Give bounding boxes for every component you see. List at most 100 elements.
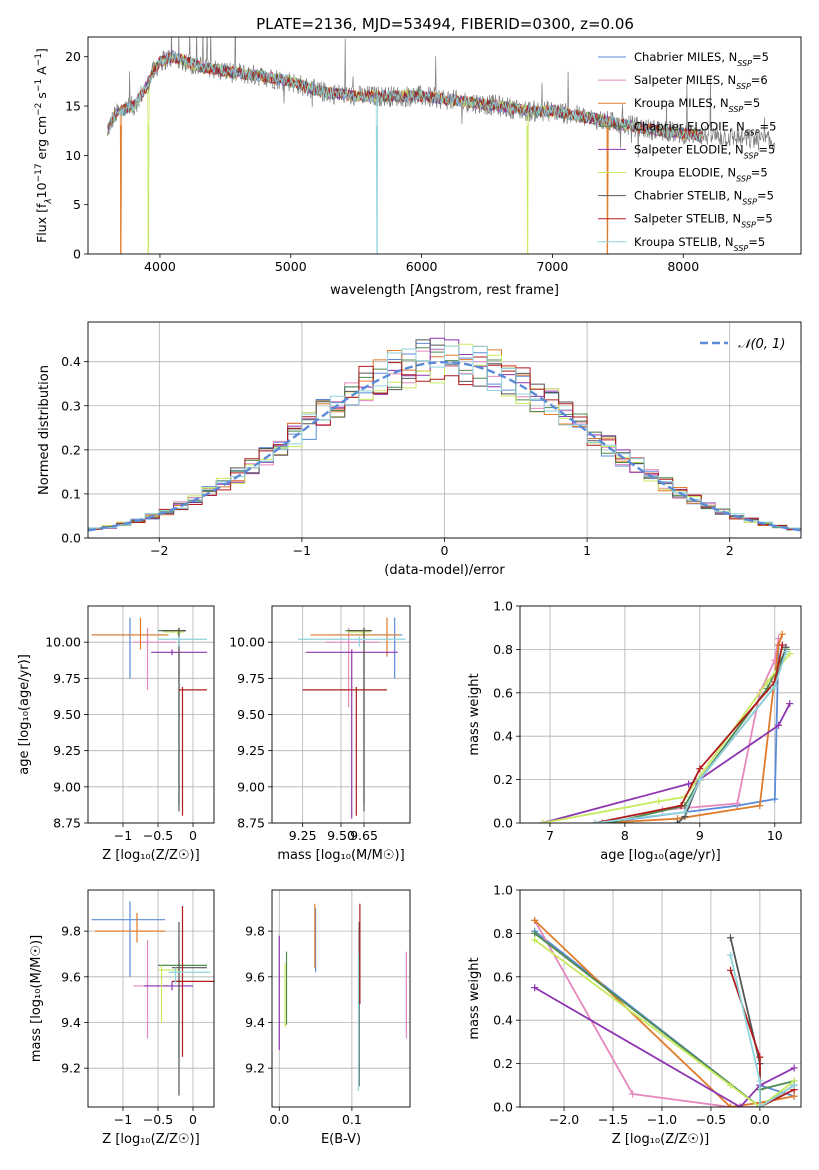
residuals-ytick-label: 0.2 [61,442,81,457]
age_vs_Z-ytick-label: 10.00 [45,635,81,650]
weight_vs_age-plot-area [538,630,794,823]
weight_vs_Z-marker-salpeter_elodie [736,1103,744,1107]
mass_vs_Z-axes: −1 −0.5 0 9.2 9.4 9.6 9.8 Z [log₁₀(Z/Z☉)] mass [… [29,889,215,1147]
residuals-xtick-label: −1 [293,543,311,558]
spectrum-legend-entry: Salpeter ELODIE, NSSP=5 [634,142,775,160]
weight_vs_Z-xtick-label: −1.5 [598,1112,628,1127]
residuals-xtick-label: −2 [150,543,168,558]
weight_vs_Z-marker-kroupa_elodie [531,936,539,944]
spectrum-legend-entry: Chabrier STELIB, NSSP=5 [634,189,774,207]
spectrum-legend-sub: SSP [736,174,751,183]
mass_vs_Z-ytick-label: 9.8 [61,924,81,939]
weight_vs_age-marker-salpeter_elodie [685,780,693,788]
spectrum-legend-eq: =5 [751,166,768,180]
weight_vs_age-xlabel: age [log₁₀(age/yr)] [600,848,721,863]
weight_vs_age-marker-kroupa_miles [778,630,786,638]
mass_vs_EBV-ytick-label: 9.6 [245,969,265,984]
weight_vs_age-marker-salpeter_stelib [696,765,704,773]
residuals-axes: −2 −1 0 1 2 0.0 0.1 0.2 0.3 0.4 (data-model)/error… [37,321,802,578]
spectrum-ytick-label: 0 [73,247,81,262]
spectrum-legend-eq: =5 [752,50,769,64]
weight_vs_age-marker-kroupa_stelib [696,776,704,784]
spectrum-model-kroupa_stelib [107,51,703,254]
weight_vs_Z-line-salpeter_miles [533,919,760,1107]
spectrum-xtick-label: 5000 [275,259,307,274]
weight_vs_Z-xtick-label: −0.5 [696,1112,726,1127]
spectrum-legend-label: Chabrier ELODIE, N [634,119,745,133]
mass_vs_EBV-xtick-label: 0.0 [269,1112,289,1127]
spectrum-legend-label: Chabrier STELIB, N [634,189,742,203]
spectrum-ylabel-part: A [34,66,49,79]
spectrum-ylabel-part: −2 [34,103,44,116]
age_vs_Z-xtick-label: −0.5 [143,828,173,843]
spectrum-ylabel-part: λ [44,198,54,204]
spectrum-frame [87,36,802,255]
mass_vs_Z-ylabel: mass [log₁₀(M/M☉)] [29,935,44,1062]
spectrum-ylabel-part: −17 [34,163,44,182]
age_vs_Z-xtick-label: 0 [189,828,197,843]
spectrum-ylabel: Flux [fλ10−17 erg cm−2 s−1 A−1] [34,48,54,243]
weight_vs_Z-marker-salpeter_miles [629,1090,637,1098]
age_vs_Z-axes: −1 −0.5 0 8.75 9.00 9.25 9.50 9.75 10.00 Z [log₁₀… [17,605,215,863]
weight_vs_Z-marker-salpeter_stelib [727,966,735,974]
age_vs_Z-ytick-label: 9.50 [53,707,81,722]
age_vs_mass-ytick-label: 10.00 [229,635,265,650]
age_vs_mass-ytick-label: 9.00 [237,779,265,794]
weight_vs_Z-marker-chabrier_stelib [727,934,735,942]
spectrum-legend-eq: =5 [756,212,773,226]
weight_vs_age-marker-salpeter_elodie [786,700,794,708]
age_vs_Z-ytick-label: 9.75 [53,671,81,686]
weight_vs_Z-ytick-label: 0.6 [493,969,513,984]
residuals-ytick-label: 0.3 [61,398,81,413]
weight_vs_age-xtick-label: 9 [696,828,704,843]
mass_vs_EBV-ytick-label: 9.4 [245,1015,265,1030]
spectrum-legend-sub: SSP [734,243,749,252]
spectrum-xlabel: wavelength [Angstrom, rest frame] [330,283,559,298]
spectrum-axes: 4000 5000 6000 7000 8000 0 5 10 15 20 wavelength [… [34,36,802,298]
residuals-xlabel: (data-model)/error [384,563,505,578]
weight_vs_Z-marker-kroupa_stelib [756,1077,764,1085]
weight_vs_Z-xlabel: Z [log₁₀(Z/Z☉)] [612,1132,709,1147]
age_vs_mass-axes: 9.25 9.509.658.759.009.259.509.7510.00mas… [229,605,411,863]
age_vs_mass-plot-area [298,617,406,819]
spectrum-ytick-label: 10 [65,148,81,163]
age_vs_Z-ytick-label: 9.00 [53,779,81,794]
spectrum-ylabel-part: −1 [34,53,44,66]
weight_vs_Z-marker-kroupa_miles [531,916,539,924]
spectrum-ylabel-part: erg cm [34,116,49,164]
weight_vs_Z-frame [519,889,802,1108]
weight_vs_age-marker-kroupa_elodie [538,819,546,823]
weight_vs_Z-marker-salpeter_elodie [790,1064,798,1072]
mass_vs_EBV-xtick-label: 0.1 [342,1112,362,1127]
spectrum-ylabel-part: 10 [34,182,49,198]
weight_vs_age-marker-chabrier_stelib [673,819,681,823]
spectrum-legend-entry: Kroupa ELODIE, NSSP=5 [634,166,768,184]
age_vs_mass-ytick-label: 8.75 [237,816,265,831]
weight_vs_age-marker-kroupa_stelib [681,808,689,816]
weight_vs_Z-xtick-label: −1.0 [647,1112,677,1127]
spectrum-xtick-label: 4000 [144,259,176,274]
weight_vs_Z-plot-area [531,916,798,1107]
spectrum-legend-label: Kroupa STELIB, N [634,235,734,249]
weight_vs_age-marker-kroupa_stelib [771,682,779,690]
weight_vs_age-ytick-label: 0.2 [493,772,513,787]
spectrum-xtick-label: 6000 [406,259,438,274]
spectrum-ylabel-part: ] [34,48,49,53]
spectrum-ytick-label: 15 [65,99,81,114]
weight_vs_Z-line-kroupa_stelib [729,954,795,1107]
age_vs_Z-ytick-label: 9.25 [53,743,81,758]
weight_vs_age-marker-salpeter_stelib [778,641,786,649]
mass_vs_Z-xtick-label: −0.5 [143,1112,173,1127]
spectrum-legend-label: Salpeter ELODIE, N [634,142,744,156]
spectrum-legend-sub: SSP [729,105,744,114]
weight_vs_Z-ytick-label: 0.2 [493,1056,513,1071]
residuals-gaussian-curve [88,360,801,532]
spectrum-plot-area [107,37,776,254]
weight_vs_age-ytick-label: 0.4 [493,729,513,744]
weight_vs_Z-marker-chabrier_elodie [531,929,539,937]
spectrum-legend-sub: SSP [744,151,759,160]
age_vs_Z-ytick-label: 8.75 [53,816,81,831]
residuals-ytick-label: 0.1 [61,486,81,501]
spectrum-legend-entry: Kroupa STELIB, NSSP=5 [634,235,765,253]
